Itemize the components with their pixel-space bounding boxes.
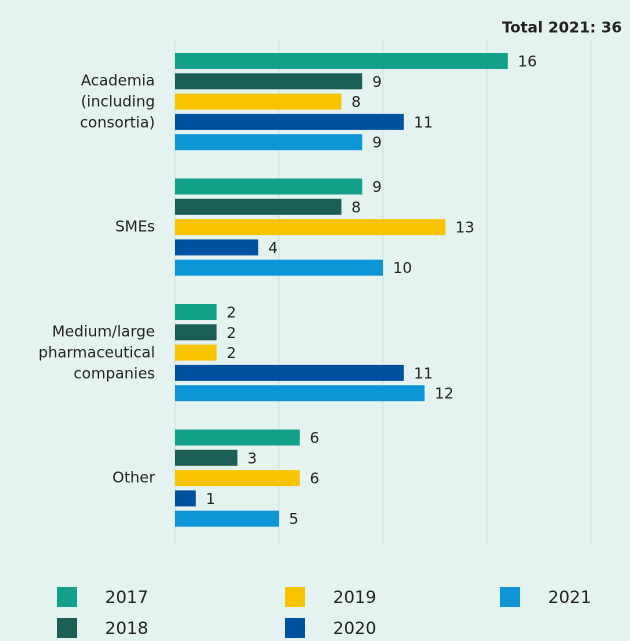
bar (175, 324, 217, 341)
value-label: 11 (414, 113, 433, 131)
bar (175, 510, 279, 527)
category-label: Medium/large pharmaceutical companies (38, 322, 155, 383)
value-label: 1 (206, 490, 216, 508)
category-label: Other (112, 468, 155, 487)
bar (175, 113, 404, 130)
bar (175, 364, 404, 381)
value-label: 9 (372, 73, 382, 91)
legend-label: 2020 (333, 619, 376, 639)
legend-swatch (57, 618, 77, 638)
legend-swatch (500, 587, 520, 607)
legend-swatch (57, 587, 77, 607)
legend-swatch (285, 587, 305, 607)
bar (175, 198, 342, 215)
bar (175, 304, 217, 320)
bar (175, 134, 363, 151)
legend-label: 2018 (105, 619, 148, 639)
bar (175, 178, 363, 195)
bar (175, 449, 238, 466)
bar (175, 93, 342, 110)
value-label: 12 (435, 385, 454, 403)
legend-label: 2019 (333, 588, 376, 608)
bar (175, 429, 300, 446)
value-label: 2 (227, 304, 237, 322)
value-label: 4 (268, 239, 278, 257)
category-label: Academia (including consortia) (79, 71, 155, 132)
bar (175, 259, 383, 276)
value-label: 10 (393, 259, 412, 277)
value-label: 2 (227, 344, 237, 362)
bar (175, 219, 446, 236)
legend-label: 2021 (548, 588, 591, 608)
value-label: 6 (310, 429, 320, 447)
value-label: 8 (351, 198, 361, 216)
legend-label: 2017 (105, 588, 148, 608)
chart-title: Total 2021: 36 (502, 19, 622, 37)
bar (175, 53, 508, 69)
bar (175, 470, 300, 487)
value-label: 3 (247, 449, 257, 467)
bar (175, 490, 196, 507)
value-label: 13 (455, 219, 474, 237)
value-label: 6 (310, 470, 320, 488)
value-label: 9 (372, 178, 382, 196)
value-label: 11 (414, 364, 433, 382)
value-label: 16 (518, 53, 537, 71)
bar (175, 73, 363, 90)
bar (175, 385, 425, 402)
value-label: 9 (372, 134, 382, 152)
bar (175, 239, 259, 256)
value-label: 2 (227, 324, 237, 342)
bar (175, 344, 217, 361)
value-label: 5 (289, 510, 299, 528)
legend-swatch (285, 618, 305, 638)
category-label: SMEs (115, 217, 155, 236)
value-label: 8 (351, 93, 361, 111)
